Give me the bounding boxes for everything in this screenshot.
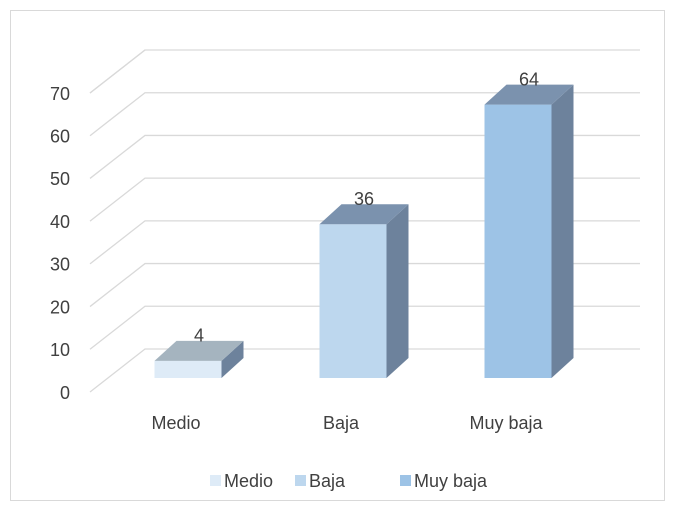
bar-top <box>484 84 574 105</box>
legend-label: Baja <box>309 471 346 491</box>
y-tick-label: 40 <box>50 212 70 232</box>
grid-line <box>89 348 640 393</box>
bar-side <box>221 340 244 378</box>
bar <box>154 340 244 378</box>
grid-line-top <box>89 49 146 94</box>
value-label: 4 <box>194 326 204 346</box>
bar <box>319 204 409 378</box>
legend-swatch <box>210 475 221 486</box>
legend-label: Muy baja <box>414 471 488 491</box>
grid-line <box>89 177 640 222</box>
bar-side <box>386 204 409 378</box>
x-tick-label: Baja <box>323 413 360 433</box>
y-tick-label: 30 <box>50 255 70 275</box>
grid-line <box>89 305 640 350</box>
legend-label: Medio <box>224 471 273 491</box>
x-tick-label: Medio <box>151 413 200 433</box>
value-label: 36 <box>354 189 374 209</box>
legend-swatch <box>295 475 306 486</box>
bar <box>484 84 574 378</box>
bar-front <box>154 360 222 378</box>
grid-line <box>89 220 640 265</box>
y-tick-label: 0 <box>60 383 70 403</box>
y-tick-label: 70 <box>50 84 70 104</box>
legend-swatch <box>400 475 411 486</box>
grid-line <box>89 262 640 308</box>
bar-front <box>484 104 552 378</box>
y-tick-label: 10 <box>50 340 70 360</box>
x-tick-label: Muy baja <box>469 413 543 433</box>
y-tick-label: 50 <box>50 169 70 189</box>
bar-top <box>319 204 409 225</box>
y-tick-label: 20 <box>50 297 70 317</box>
y-tick-label: 60 <box>50 126 70 146</box>
grid-line <box>89 134 640 179</box>
bar-front <box>319 224 387 378</box>
bar-side <box>551 84 574 378</box>
value-label: 64 <box>519 69 539 89</box>
bar-top <box>154 340 244 361</box>
grid-line <box>89 92 640 137</box>
